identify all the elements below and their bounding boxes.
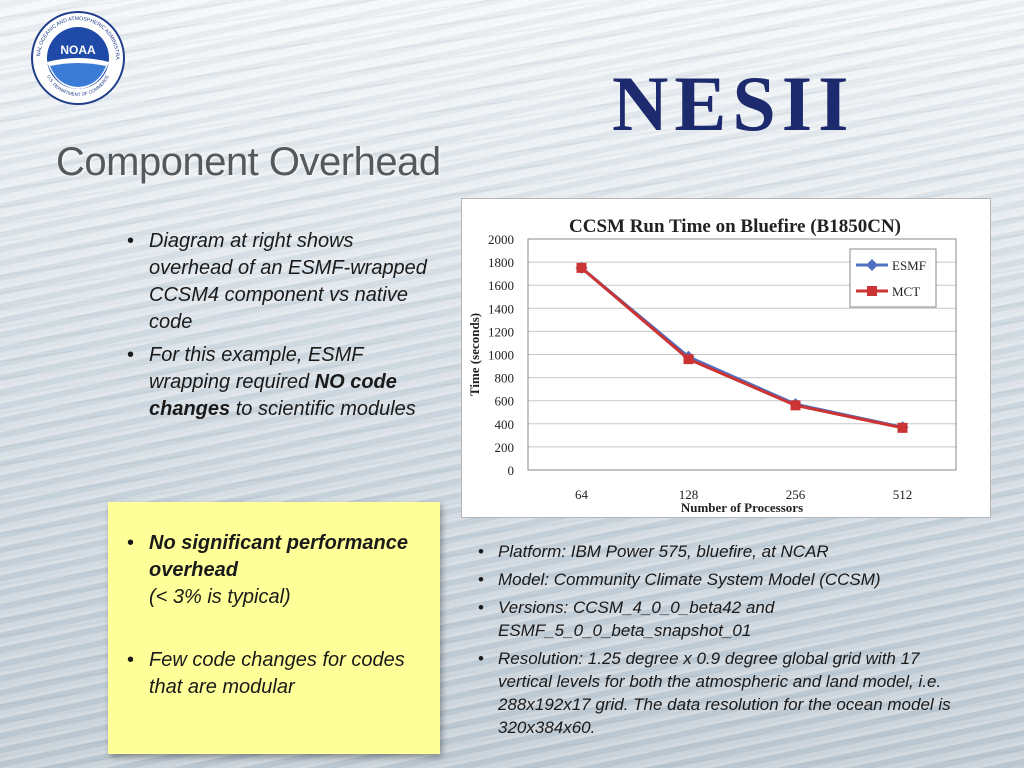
chart-series <box>575 261 909 434</box>
x-axis-label: Number of Processors <box>681 500 803 515</box>
y-tick-label: 200 <box>495 440 515 455</box>
highlight-bullet-2-text: Few code changes for codes that are modu… <box>149 649 405 698</box>
left-bullet-1: Diagram at right shows overhead of an ES… <box>127 228 427 336</box>
y-tick-label: 1800 <box>488 255 514 270</box>
chart-container: CCSM Run Time on Bluefire (B1850CN) 0 200… <box>461 198 991 518</box>
chart-title: CCSM Run Time on Bluefire (B1850CN) <box>569 216 901 237</box>
left-bullet-2: For this example, ESMF wrapping required… <box>127 342 427 423</box>
left-bullet-2-post: to scientific modules <box>230 398 416 420</box>
y-tick-label: 2000 <box>488 232 514 247</box>
y-tick-label: 1200 <box>488 324 514 339</box>
y-axis-label: Time (seconds) <box>467 313 482 396</box>
nesii-wordmark: NESII <box>612 60 854 140</box>
highlight-bullet-2: Few code changes for codes that are modu… <box>127 647 437 701</box>
left-bullet-2-pre: For this example, ESMF wrapping required <box>149 344 364 393</box>
right-bullet-3: Versions: CCSM_4_0_0_beta42 and ESMF_5_0… <box>478 596 978 642</box>
x-tick-label: 512 <box>893 487 913 502</box>
highlight-bullet-list: No significant performance overhead (< 3… <box>127 530 437 701</box>
right-bullet-list: Platform: IBM Power 575, bluefire, at NC… <box>478 540 978 744</box>
left-bullet-1-text: Diagram at right shows overhead of an ES… <box>149 230 427 333</box>
series-line-mct <box>580 266 903 430</box>
y-tick-label: 0 <box>508 463 515 478</box>
data-point-mct <box>576 262 587 273</box>
y-axis-ticks: 0 200 400 600 800 1000 1200 1400 1600 1800 2000 <box>488 232 514 478</box>
right-bullet-4: Resolution: 1.25 degree x 0.9 degree glo… <box>478 647 978 739</box>
left-bullet-list: Diagram at right shows overhead of an ES… <box>127 228 427 429</box>
x-tick-label: 256 <box>786 487 806 502</box>
x-tick-label: 128 <box>679 487 699 502</box>
run-time-chart: CCSM Run Time on Bluefire (B1850CN) 0 200… <box>467 216 957 515</box>
data-point-mct <box>790 400 801 411</box>
right-bullet-1-text: Platform: IBM Power 575, bluefire, at NC… <box>498 542 829 561</box>
legend-marker-esmf <box>866 259 878 271</box>
right-bullet-3-text: Versions: CCSM_4_0_0_beta42 and ESMF_5_0… <box>498 598 775 640</box>
data-point-mct <box>683 354 694 365</box>
page-title: Component Overhead <box>56 140 441 184</box>
legend-marker-mct <box>867 286 877 296</box>
y-tick-label: 1000 <box>488 348 514 363</box>
right-bullet-1: Platform: IBM Power 575, bluefire, at NC… <box>478 540 978 563</box>
legend-label-mct: MCT <box>892 284 920 299</box>
chart-legend: ESMF MCT <box>849 248 937 308</box>
y-tick-label: 1600 <box>488 278 514 293</box>
x-axis-ticks: 64 128 256 512 <box>575 487 912 502</box>
right-bullet-4-text: Resolution: 1.25 degree x 0.9 degree glo… <box>498 649 951 737</box>
highlight-bullet-1-bold: No significant performance overhead <box>149 532 408 581</box>
noaa-text: NOAA <box>60 43 96 57</box>
right-bullet-2-text: Model: Community Climate System Model (C… <box>498 570 881 589</box>
legend-box <box>849 248 937 308</box>
left-bullet-2-bold: NO code changes <box>149 371 397 420</box>
y-tick-label: 600 <box>495 394 515 409</box>
y-tick-label: 800 <box>495 371 515 386</box>
plot-area <box>527 238 957 471</box>
right-bullet-2: Model: Community Climate System Model (C… <box>478 568 978 591</box>
data-point-mct <box>897 422 908 433</box>
nesii-logo: NESII <box>612 60 854 140</box>
y-tick-label: 400 <box>495 417 515 432</box>
highlight-bullet-1-text: (< 3% is typical) <box>149 586 291 608</box>
legend-label-esmf: ESMF <box>892 258 926 273</box>
x-tick-label: 64 <box>575 487 589 502</box>
y-tick-label: 1400 <box>488 301 514 316</box>
highlight-bullet-1: No significant performance overhead (< 3… <box>127 530 437 611</box>
noaa-logo: NOAA NATIONAL OCEANIC AND ATMOSPHERIC AD… <box>30 10 125 105</box>
